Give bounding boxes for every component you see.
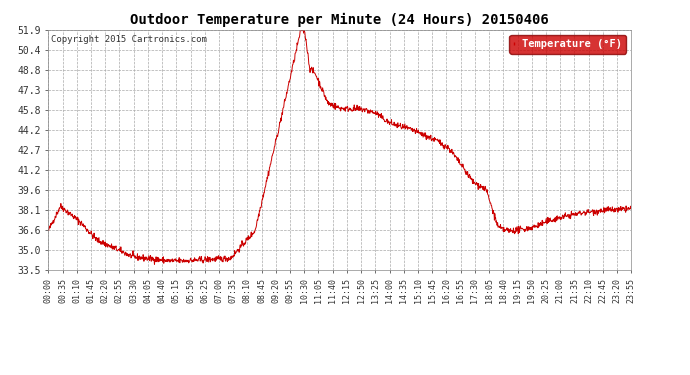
Title: Outdoor Temperature per Minute (24 Hours) 20150406: Outdoor Temperature per Minute (24 Hours… xyxy=(130,13,549,27)
Text: Copyright 2015 Cartronics.com: Copyright 2015 Cartronics.com xyxy=(51,35,207,44)
Legend: Temperature (°F): Temperature (°F) xyxy=(509,35,626,54)
